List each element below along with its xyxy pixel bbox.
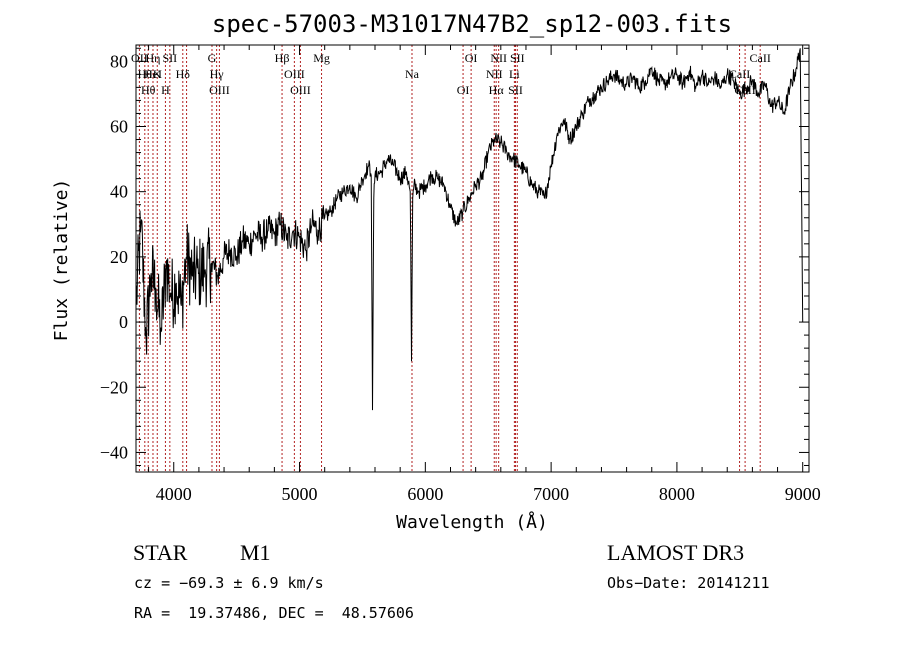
- spectral-line-label: NII: [490, 51, 507, 65]
- spectral-line-label: Li: [509, 67, 520, 81]
- spectral-line-label: Hβ: [275, 51, 290, 65]
- spectral-line-label: Hη: [146, 51, 161, 65]
- spectral-line-label: NII: [486, 67, 503, 81]
- y-tick-label: 80: [110, 51, 128, 71]
- spectral-line-label: OI: [465, 51, 478, 65]
- survey-name: LAMOST DR3: [607, 540, 745, 565]
- y-axis: −40 −20 0 20 40 60 80: [100, 47, 809, 466]
- spectral-line-label: Hδ: [176, 67, 191, 81]
- spectral-line-label: Hθ: [141, 83, 156, 97]
- spectral-line-label: G: [208, 51, 217, 65]
- spectral-line-label: OI: [457, 83, 470, 97]
- spectral-line-label: CaII: [750, 51, 771, 65]
- cz-value: cz = −69.3 ± 6.9 km/s: [134, 574, 324, 592]
- spectral-line-label: OIII: [290, 83, 311, 97]
- x-tick-label: 5000: [282, 484, 318, 504]
- spectral-line-label: HeI: [144, 67, 162, 81]
- spectral-line-markers: [138, 45, 761, 472]
- spectral-line-label: Na: [405, 67, 420, 81]
- ra-dec: RA = 19.37486, DEC = 48.57606: [134, 604, 414, 622]
- x-tick-label: 6000: [407, 484, 443, 504]
- spectral-line-label: OIII: [284, 67, 305, 81]
- object-class: STAR: [133, 540, 188, 565]
- y-tick-label: 0: [119, 312, 128, 332]
- x-tick-label: 4000: [156, 484, 192, 504]
- x-tick-label: 8000: [659, 484, 695, 504]
- spectral-line-label: SII: [163, 51, 178, 65]
- spectral-line-label: OIII: [209, 83, 230, 97]
- y-tick-label: 20: [110, 247, 128, 267]
- spectral-line-label: Hθ: [138, 67, 153, 81]
- x-axis-label: Wavelength (Å): [396, 511, 548, 533]
- plot-frame: [135, 44, 810, 473]
- spectral-line-label: SII: [508, 83, 523, 97]
- spectral-line-label: H: [161, 83, 170, 97]
- chart-title: spec-57003-M31017N47B2_sp12-003.fits: [212, 10, 732, 38]
- spectrum-series: [135, 48, 804, 411]
- object-subclass: M1: [240, 540, 271, 565]
- y-axis-label: Flux (relative): [51, 179, 72, 342]
- spectral-line-label: Mg: [313, 51, 330, 65]
- spectral-line-label: SII: [510, 51, 525, 65]
- x-tick-label: 7000: [533, 484, 569, 504]
- x-tick-label: 9000: [785, 484, 821, 504]
- spectral-line-label: CaII: [729, 67, 750, 81]
- obs-date: Obs−Date: 20141211: [607, 574, 770, 592]
- spectral-line-label: K: [153, 67, 162, 81]
- x-axis: 4000 5000 6000 7000 8000 9000: [148, 45, 821, 504]
- spectral-line-label: Hα: [489, 83, 505, 97]
- spectral-line-label: Hγ: [210, 67, 225, 81]
- y-tick-label: −20: [100, 377, 128, 397]
- y-tick-label: 60: [110, 116, 128, 136]
- spectrum-line: [135, 48, 804, 411]
- y-tick-label: 40: [110, 182, 128, 202]
- y-tick-label: −40: [100, 442, 128, 462]
